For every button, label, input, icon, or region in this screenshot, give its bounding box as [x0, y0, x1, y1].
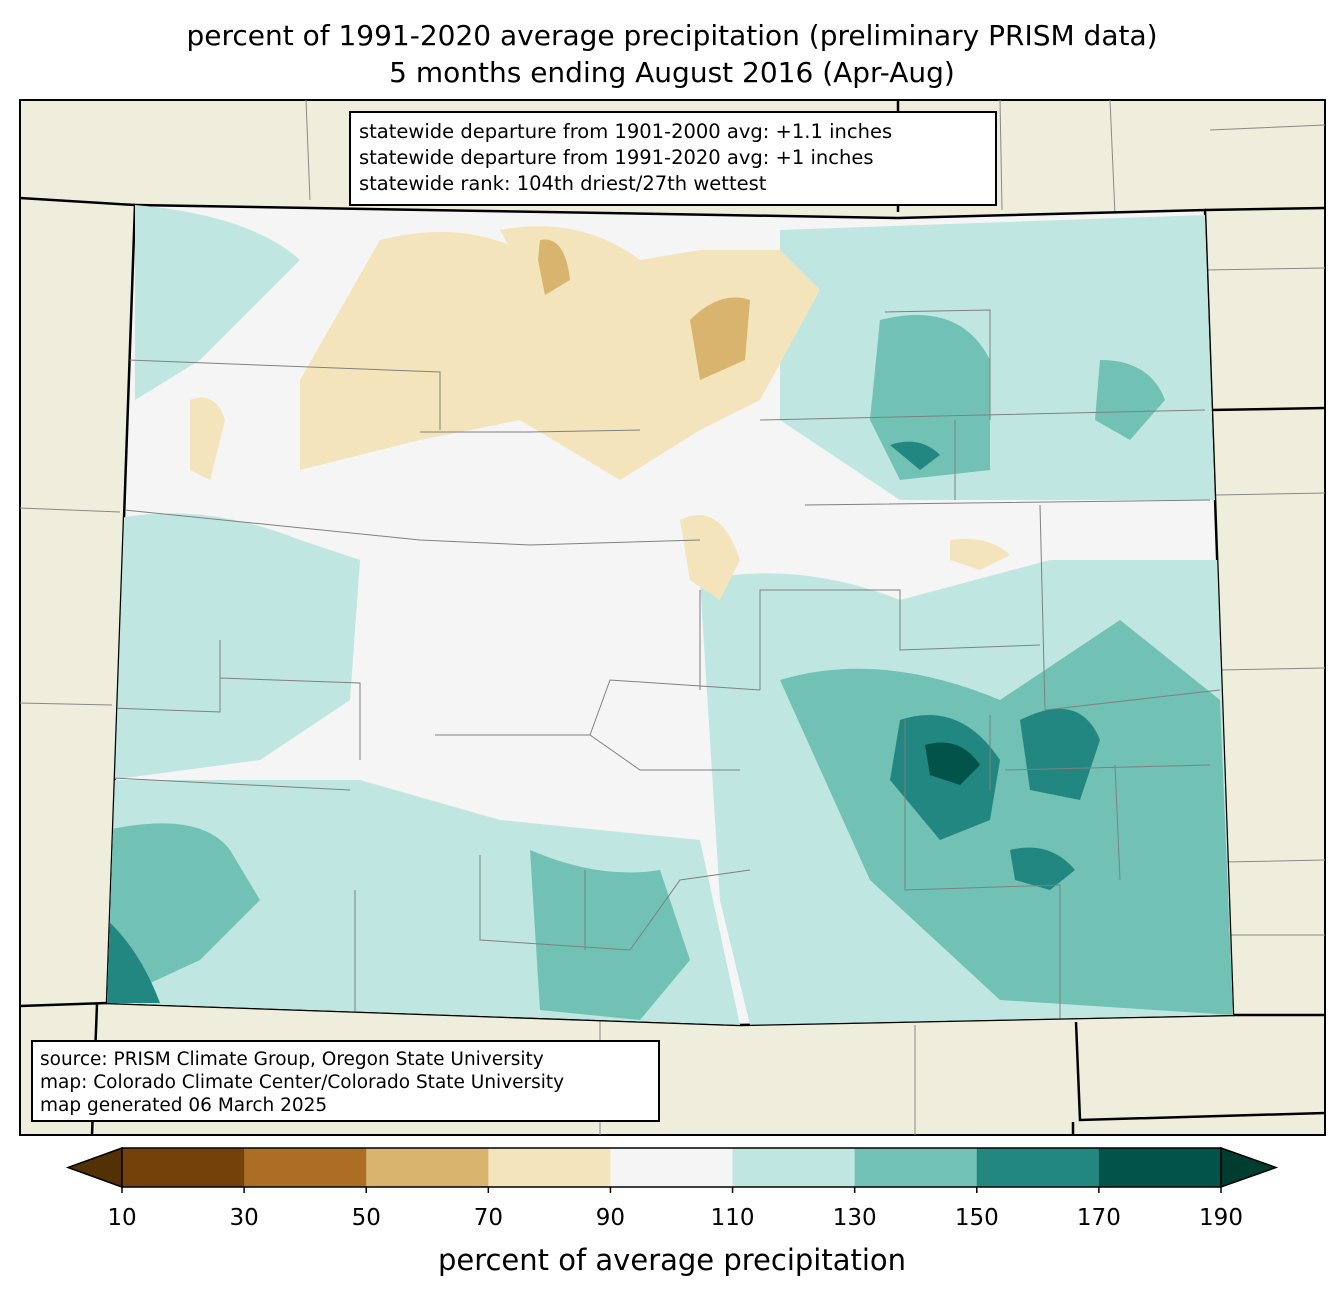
colorbar-tick-label: 190 — [1199, 1205, 1243, 1231]
colorbar-segment — [732, 1148, 856, 1187]
county-lines — [109, 309, 1221, 1020]
source-line: source: PRISM Climate Group, Oregon Stat… — [40, 1049, 544, 1070]
colorbar-over-arrow — [1220, 1146, 1279, 1189]
colorbar-segment — [610, 1148, 734, 1187]
colorbar-tick-label: 30 — [229, 1205, 259, 1231]
map-credit-line: map: Colorado Climate Center/Colorado St… — [40, 1072, 565, 1093]
colorbar-tick-label: 10 — [107, 1205, 137, 1231]
colorbar-tick-label: 70 — [473, 1205, 503, 1231]
colorbar-segment — [976, 1148, 1100, 1187]
colorbar-segment — [366, 1148, 489, 1187]
colorbar-segment — [244, 1148, 367, 1187]
source-box: source: PRISM Climate Group, Oregon Stat… — [31, 1040, 660, 1122]
colorbar-segment — [854, 1148, 978, 1187]
colorbar-tick-label: 170 — [1076, 1205, 1121, 1231]
colorbar-tick-label: 150 — [954, 1205, 999, 1231]
colorbar-tick-label: 130 — [832, 1205, 877, 1231]
colorbar-segment — [1098, 1148, 1222, 1187]
colorbar-outline — [121, 1147, 1222, 1188]
colorbar-tick-label: 110 — [710, 1205, 755, 1231]
north-dry-area — [300, 232, 700, 480]
statewide-stats-box: statewide departure from 1901-2000 avg: … — [349, 111, 997, 206]
colorbar-label: percent of average precipitation — [437, 1243, 907, 1277]
colorbar — [65, 1146, 1279, 1193]
map-title: percent of 1991-2020 average precipitati… — [186, 19, 1158, 52]
colorbar-tick-label: 90 — [595, 1205, 626, 1231]
stat-rank: statewide rank: 104th driest/27th wettes… — [359, 172, 767, 195]
colorbar-under-arrow — [65, 1146, 123, 1189]
sw-wet-area — [110, 513, 360, 780]
precipitation-fields — [107, 205, 1233, 1025]
stat-departure-1991-2020: statewide departure from 1991-2020 avg: … — [359, 146, 874, 169]
stat-departure-1901-2000: statewide departure from 1901-2000 avg: … — [359, 120, 893, 143]
colorbar-tick-label: 50 — [351, 1205, 381, 1231]
neighbor-county-lines — [19, 99, 1326, 1135]
colorbar-segment — [122, 1148, 245, 1187]
map-subtitle: 5 months ending August 2016 (Apr-Aug) — [389, 56, 955, 89]
generated-date-line: map generated 06 March 2025 — [40, 1095, 328, 1116]
colorbar-segment — [488, 1148, 611, 1187]
